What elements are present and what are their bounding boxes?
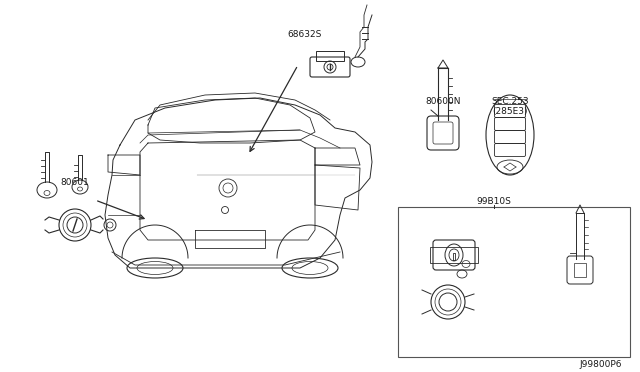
Text: 99B10S: 99B10S — [477, 197, 511, 206]
Text: J99800P6: J99800P6 — [579, 360, 622, 369]
Bar — [398, 207, 630, 357]
Text: SEC.253: SEC.253 — [491, 97, 529, 106]
Text: 68632S: 68632S — [288, 30, 322, 39]
Text: 80601: 80601 — [60, 178, 89, 187]
Bar — [316, 51, 344, 61]
Text: (285E3): (285E3) — [492, 107, 528, 116]
Bar — [574, 263, 586, 277]
Text: 80600N: 80600N — [425, 97, 461, 106]
Bar — [430, 247, 478, 263]
